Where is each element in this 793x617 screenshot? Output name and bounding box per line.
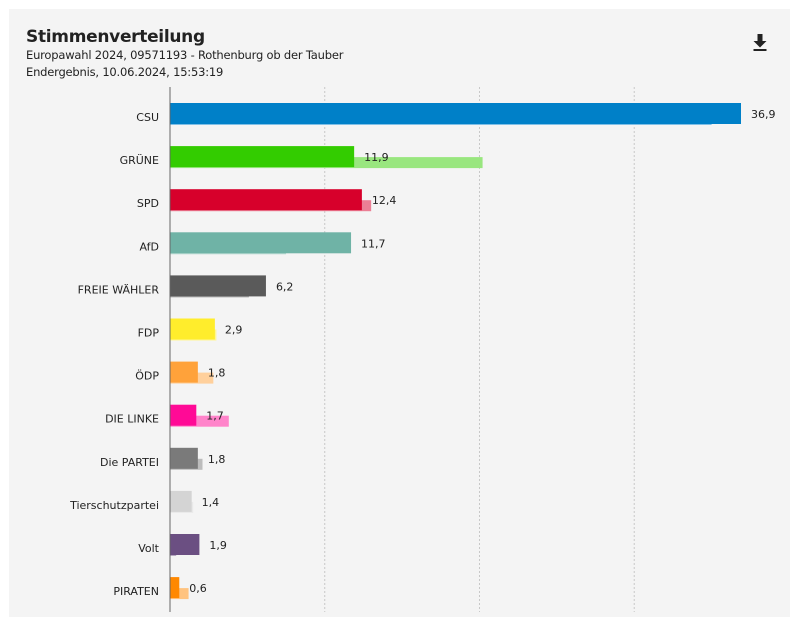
value-label-3: 11,7 [361,237,386,250]
result-status: Endergebnis, 10.06.2024, 15:53:19 [26,65,224,79]
category-label-2: SPD [137,197,159,210]
bar-current-8 [170,447,198,469]
bar-previous-7 [170,415,229,427]
value-label-10: 1,9 [209,539,227,552]
bar-current-1 [170,146,355,168]
chart-subtitle: Europawahl 2024, 09571193 - Rothenburg o… [26,48,344,62]
value-label-8: 1,8 [208,453,226,466]
category-label-8: Die PARTEI [100,456,159,469]
download-icon[interactable] [749,31,771,53]
value-label-9: 1,4 [202,496,220,509]
value-label-11: 0,6 [189,582,207,595]
category-label-3: AfD [140,240,159,253]
bar-current-3 [170,232,352,254]
bar-current-2 [170,189,362,211]
bar-current-0 [170,103,741,124]
value-label-2: 12,4 [372,194,397,207]
value-label-0: 36,9 [751,108,776,121]
value-label-4: 6,2 [276,280,294,293]
category-label-1: GRÜNE [120,154,159,167]
bar-current-9 [170,490,192,512]
category-label-9: Tierschutzpartei [69,499,159,512]
value-label-6: 1,8 [208,367,226,380]
category-label-10: Volt [138,542,159,555]
value-label-7: 1,7 [206,410,224,423]
value-label-5: 2,9 [225,324,243,337]
bar-current-4 [170,275,266,297]
bar-current-10 [170,534,200,555]
category-label-0: CSU [136,111,159,124]
value-label-1: 11,9 [364,151,389,164]
category-label-7: DIE LINKE [105,413,159,426]
bar-current-7 [170,404,197,426]
chart-title: Stimmenverteilung [26,27,205,47]
bar-current-6 [170,361,198,383]
category-label-4: FREIE WÄHLER [78,283,160,296]
category-label-6: ÖDP [135,370,159,383]
category-label-5: FDP [138,327,160,340]
category-label-11: PIRATEN [113,585,159,598]
bar-current-11 [170,577,180,599]
bar-current-5 [170,318,215,340]
